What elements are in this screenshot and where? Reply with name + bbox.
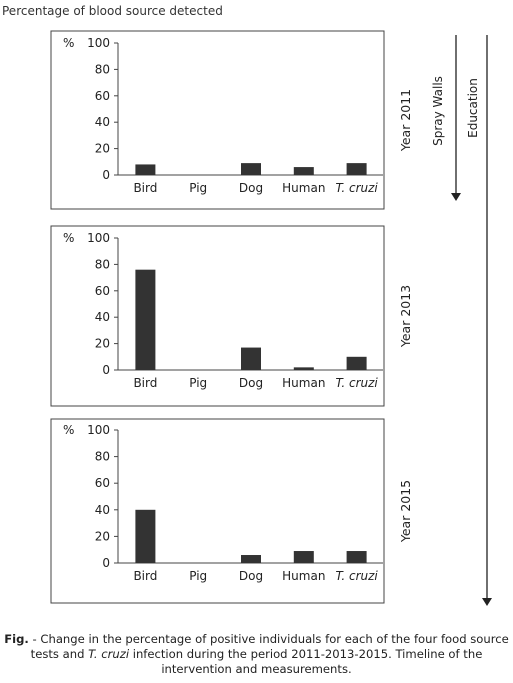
caption-text-2: infection during the period 2011-2013-20…: [129, 647, 483, 676]
x-category-label: T. cruzi: [335, 376, 378, 390]
chart-panel-2: 0 20 40 60 80 100% Bird Pig Dog Human T. cruzi Year…: [50, 225, 413, 407]
y-tick-label: 80: [95, 257, 110, 271]
education-label: Education: [466, 78, 480, 138]
y-tick-label: 20: [95, 142, 110, 156]
bar-t-cruzi: [346, 356, 367, 370]
caption-text-1: - Change in the percentage of positive i…: [28, 632, 509, 661]
y-tick-label: 0: [102, 168, 110, 182]
y-tick-label: 100: [87, 423, 110, 437]
y-tick-label: 40: [95, 310, 110, 324]
figure-header: Percentage of blood source detected: [2, 4, 223, 18]
panel-frame: [50, 418, 385, 604]
x-category-label: Pig: [189, 181, 207, 195]
x-category-label: Human: [282, 376, 325, 390]
x-category-label: Bird: [133, 181, 157, 195]
y-tick-label: 40: [95, 503, 110, 517]
y-tick-label: 80: [95, 450, 110, 464]
bar-t-cruzi: [346, 163, 367, 175]
y-axis-unit-label: %: [63, 423, 74, 437]
y-tick-label: 20: [95, 337, 110, 351]
x-category-label: T. cruzi: [335, 181, 378, 195]
year-label: Year 2015: [398, 480, 413, 543]
x-category-label: Human: [282, 569, 325, 583]
year-label: Year 2011: [398, 89, 413, 152]
figure-canvas: Percentage of blood source detected 0 20 4…: [2, 4, 492, 606]
bar-dog: [241, 347, 261, 370]
panel-frame: [50, 30, 385, 210]
bar-human: [293, 367, 314, 370]
y-tick-label: 60: [95, 284, 110, 298]
bar-dog: [241, 163, 261, 175]
panel-frame: [50, 225, 385, 407]
caption-label: Fig.: [4, 632, 29, 646]
chart-panels: 0 20 40 60 80 100% Bird Pig Dog Human T. cruzi Year…: [50, 30, 413, 604]
x-category-label: Pig: [189, 569, 207, 583]
y-axis-unit-label: %: [63, 36, 74, 50]
bar-human: [293, 167, 314, 175]
chart-panel-3: 0 20 40 60 80 100% Bird Pig Dog Human T. cruzi Year…: [50, 418, 413, 604]
bar-dog: [241, 555, 261, 563]
x-category-label: Dog: [239, 569, 263, 583]
y-tick-label: 0: [102, 556, 110, 570]
x-category-label: Human: [282, 181, 325, 195]
y-tick-label: 40: [95, 115, 110, 129]
x-category-label: Pig: [189, 376, 207, 390]
y-tick-label: 60: [95, 476, 110, 490]
bar-bird: [135, 164, 156, 175]
x-category-label: Bird: [133, 376, 157, 390]
spray-walls-arrow-head: [451, 193, 461, 201]
bar-human: [293, 551, 314, 563]
x-category-label: Bird: [133, 569, 157, 583]
y-axis-unit-label: %: [63, 231, 74, 245]
figure-caption: Fig. - Change in the percentage of posit…: [4, 632, 509, 677]
y-tick-label: 60: [95, 89, 110, 103]
chart-panel-1: 0 20 40 60 80 100% Bird Pig Dog Human T. cruzi Year…: [50, 30, 413, 210]
bar-bird: [135, 509, 156, 563]
x-category-label: Dog: [239, 376, 263, 390]
bar-bird: [135, 269, 156, 370]
x-category-label: T. cruzi: [335, 569, 378, 583]
y-tick-label: 20: [95, 529, 110, 543]
caption-italic: T. cruzi: [88, 647, 130, 661]
y-tick-label: 0: [102, 363, 110, 377]
x-category-label: Dog: [239, 181, 263, 195]
y-tick-label: 100: [87, 36, 110, 50]
bar-t-cruzi: [346, 551, 367, 563]
education-arrow-head: [482, 598, 492, 606]
y-tick-label: 80: [95, 62, 110, 76]
y-tick-label: 100: [87, 231, 110, 245]
spray-walls-label: Spray Walls: [431, 76, 445, 146]
year-label: Year 2013: [398, 285, 413, 348]
timeline: Spray Walls Education: [431, 35, 492, 606]
